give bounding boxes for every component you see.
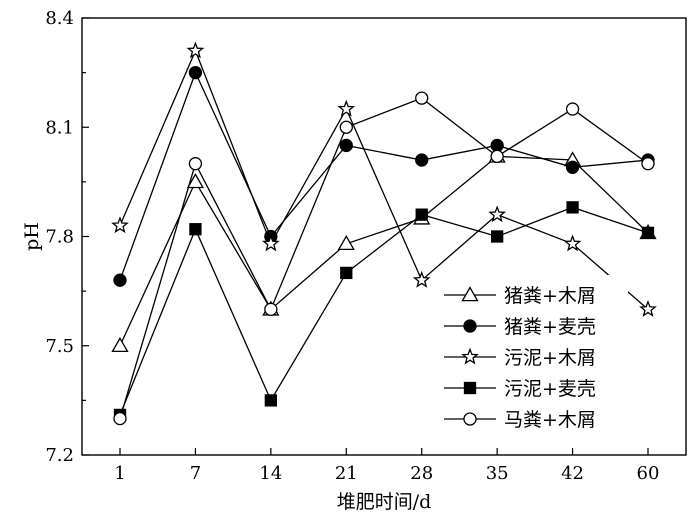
plot-area <box>111 41 657 426</box>
series-2-markers <box>111 41 657 317</box>
data-point <box>188 157 203 171</box>
legend-marker <box>461 286 479 302</box>
y-tick-label: 8.4 <box>45 8 74 29</box>
y-axis-label: pH <box>21 222 43 251</box>
legend-label: 污泥+木屑 <box>504 347 596 369</box>
data-point <box>186 41 205 59</box>
data-point <box>264 302 278 316</box>
legend-label: 猪粪+麦壳 <box>504 316 596 338</box>
legend-entry: 污泥+木屑 <box>444 347 596 369</box>
series-2 <box>119 49 649 310</box>
data-point <box>565 160 580 174</box>
y-tick-label: 7.8 <box>45 227 74 248</box>
legend-entry: 马粪+木屑 <box>444 409 596 431</box>
legend-marker <box>463 412 477 426</box>
series-1-markers <box>113 65 655 287</box>
data-point <box>111 336 129 353</box>
x-tick-label: 14 <box>259 463 282 484</box>
data-point <box>490 149 504 164</box>
data-point <box>340 266 353 280</box>
data-point <box>639 300 657 317</box>
x-tick-label: 60 <box>637 463 660 484</box>
series-line <box>119 155 649 347</box>
data-point <box>339 138 353 153</box>
data-point <box>188 65 203 80</box>
y-tick-label: 7.5 <box>45 336 74 357</box>
x-tick-label: 42 <box>561 463 584 484</box>
series-line <box>119 97 649 419</box>
legend-marker <box>461 347 479 365</box>
series-line <box>119 206 649 416</box>
series-line <box>119 70 649 281</box>
legend-marker <box>463 319 477 333</box>
legend-entry: 猪粪+木屑 <box>444 285 596 307</box>
data-point <box>641 226 655 240</box>
data-point <box>111 216 129 234</box>
data-point <box>415 153 429 167</box>
legend-marker <box>463 381 477 395</box>
x-tick-label: 1 <box>114 463 125 484</box>
legend-entry: 污泥+麦壳 <box>444 378 596 400</box>
data-point <box>261 234 280 252</box>
data-point <box>565 102 580 116</box>
data-point <box>566 201 579 214</box>
data-point <box>339 120 353 134</box>
data-point <box>264 394 278 407</box>
y-tick-label: 8.1 <box>45 117 74 138</box>
series-0 <box>119 155 649 347</box>
data-point <box>641 157 655 171</box>
x-tick-label: 7 <box>190 463 201 484</box>
data-point <box>337 234 355 251</box>
data-point <box>186 173 205 189</box>
legend-label: 猪粪+木屑 <box>504 285 596 307</box>
data-point <box>412 270 431 288</box>
series-3 <box>119 206 649 416</box>
data-point <box>337 99 356 117</box>
data-point <box>488 205 507 223</box>
data-point <box>189 223 202 236</box>
data-point <box>415 208 428 221</box>
series-line <box>119 49 649 310</box>
series-4 <box>119 97 649 419</box>
data-point <box>563 234 582 252</box>
y-tick-label: 7.2 <box>45 445 74 466</box>
x-tick-label: 28 <box>410 463 433 484</box>
axes: 7.2 7.5 7.8 8.1 8.4 1 7 14 21 28 35 42 60 <box>45 8 687 484</box>
data-point <box>490 230 504 243</box>
x-tick-label: 21 <box>335 463 358 484</box>
series-1 <box>119 70 649 281</box>
x-axis-label: 堆肥时间/d <box>337 491 432 513</box>
legend-entry: 猪粪+麦壳 <box>444 316 596 338</box>
data-point <box>113 273 127 287</box>
data-point <box>113 411 127 426</box>
data-point <box>415 91 429 105</box>
series-4-markers <box>113 91 655 426</box>
legend-label: 污泥+麦壳 <box>504 378 596 400</box>
x-tick-label: 35 <box>486 463 509 484</box>
data-point <box>490 138 504 153</box>
legend-label: 马粪+木屑 <box>504 409 596 431</box>
